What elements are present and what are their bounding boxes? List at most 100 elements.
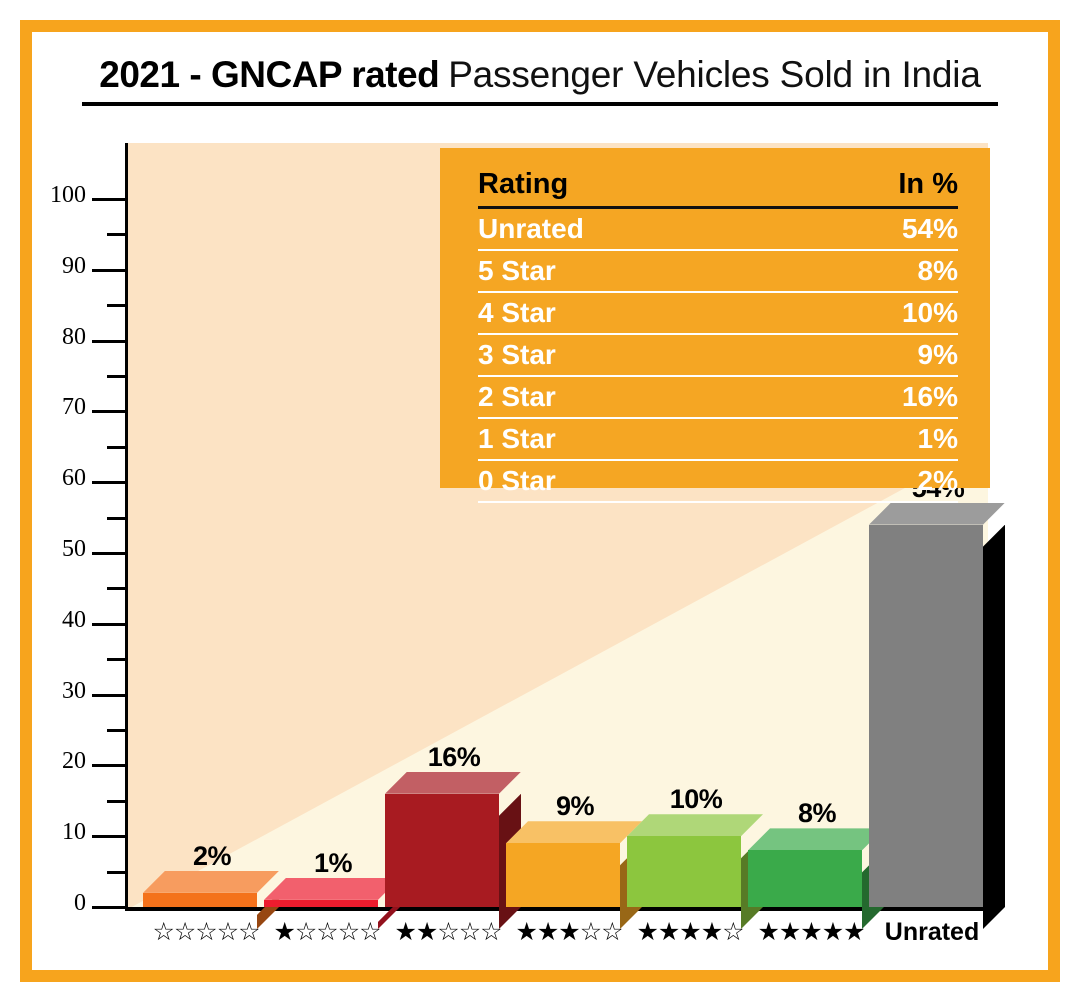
- y-tick-major: [92, 693, 128, 697]
- ratings-table-body: Unrated 54% 5 Star 8% 4 Star 10% 3 Star 9% 2 Sta…: [478, 207, 958, 503]
- bar-3-star: [506, 821, 642, 929]
- x-label-3-star: ★★★☆☆: [496, 919, 642, 944]
- y-tick-major: [92, 339, 128, 343]
- y-tick-major: [92, 198, 128, 201]
- y-tick-major: [92, 481, 128, 485]
- bar-value-label: 2%: [192, 840, 232, 871]
- bar-1-star: [264, 877, 400, 929]
- table-cell-rating: 2 Star: [478, 376, 785, 419]
- bar-front-face: [385, 793, 499, 907]
- bar-2-star: [385, 771, 521, 929]
- table-header-row: Rating In %: [478, 164, 958, 209]
- bar-unrated: [869, 502, 1005, 929]
- ratings-summary-panel: Rating In % Unrated 54% 5 Star 8% 4 Star 10% 3…: [440, 148, 990, 503]
- bar-top-face: [506, 821, 642, 844]
- y-tick-label: 60: [62, 465, 86, 492]
- bar-top-face: [385, 771, 521, 794]
- table-row: 4 Star 10%: [478, 292, 958, 335]
- y-tick-minor: [107, 304, 128, 308]
- y-tick-major: [92, 906, 128, 909]
- star-rating-icon: ☆☆☆☆☆: [152, 917, 260, 946]
- y-tick-minor: [107, 445, 128, 449]
- x-label-5-star: ★★★★★: [738, 919, 884, 944]
- table-cell-percent: 1%: [784, 418, 958, 461]
- bar-front-face: [264, 899, 378, 907]
- y-tick-label: 10: [62, 819, 86, 846]
- bar-front-face: [748, 850, 862, 907]
- table-cell-rating: 1 Star: [478, 418, 785, 461]
- page-title: 2021 - GNCAP rated Passenger Vehicles So…: [92, 44, 988, 106]
- star-rating-icon: ★☆☆☆☆: [273, 917, 381, 946]
- bar-front-face: [869, 524, 983, 907]
- y-tick-major: [92, 764, 128, 768]
- y-tick-minor: [107, 233, 128, 237]
- table-header-percent: In %: [784, 164, 958, 209]
- y-tick-label: 100: [50, 182, 86, 208]
- y-tick-major: [92, 622, 128, 626]
- bar-top-face: [143, 870, 279, 893]
- y-tick-label: 90: [62, 252, 86, 279]
- table-row: 2 Star 16%: [478, 376, 958, 419]
- table-cell-percent: 16%: [784, 376, 958, 419]
- y-tick-minor: [107, 799, 128, 803]
- table-row: 5 Star 8%: [478, 250, 958, 293]
- star-rating-icon: ★★★☆☆: [515, 917, 623, 946]
- bar-4-star: [627, 814, 763, 929]
- bar-5-star: [748, 828, 884, 929]
- title-divider: [82, 102, 998, 106]
- bar-value-label: 10%: [669, 784, 723, 815]
- bar-top-face: [748, 828, 884, 851]
- y-tick-label: 30: [62, 677, 86, 704]
- ratings-table: Rating In % Unrated 54% 5 Star 8% 4 Star 10% 3…: [478, 164, 958, 503]
- bar-value-label: 9%: [555, 791, 595, 822]
- y-tick-major: [92, 410, 128, 414]
- table-cell-percent: 10%: [784, 292, 958, 335]
- y-tick-minor: [107, 658, 128, 662]
- bar-front-face: [627, 836, 741, 907]
- bar-front-face: [143, 892, 257, 907]
- table-cell-rating: 5 Star: [478, 250, 785, 293]
- bar-front-face: [506, 843, 620, 907]
- bar-0-star: [143, 870, 279, 929]
- bar-top-face: [627, 814, 763, 837]
- y-tick-minor: [107, 870, 128, 874]
- x-label-2-star: ★★☆☆☆: [375, 919, 521, 944]
- table-row: 3 Star 9%: [478, 334, 958, 377]
- table-cell-rating: 0 Star: [478, 460, 785, 503]
- y-tick-label: 80: [62, 323, 86, 350]
- bar-side-face: [983, 524, 1005, 929]
- x-axis-baseline: [125, 907, 990, 911]
- table-cell-rating: 3 Star: [478, 334, 785, 377]
- y-tick-minor: [107, 587, 128, 591]
- x-label-0-star: ☆☆☆☆☆: [133, 919, 279, 944]
- table-cell-percent: 2%: [784, 460, 958, 503]
- table-cell-percent: 8%: [784, 250, 958, 293]
- y-tick-label: 0: [74, 890, 86, 916]
- bar-value-label: 16%: [427, 741, 481, 772]
- y-tick-minor: [107, 516, 128, 520]
- table-row: Unrated 54%: [478, 207, 958, 251]
- y-tick-major: [92, 552, 128, 555]
- star-rating-icon: ★★☆☆☆: [394, 917, 502, 946]
- y-tick-label: 20: [62, 748, 86, 775]
- bar-top-face: [264, 877, 400, 900]
- title-bold-part: 2021 - GNCAP rated: [99, 54, 440, 95]
- y-tick-label: 70: [62, 394, 86, 421]
- bar-value-label: 1%: [313, 847, 353, 878]
- y-tick-minor: [107, 729, 128, 732]
- star-rating-icon: ★★★★☆: [636, 917, 744, 946]
- table-cell-percent: 9%: [784, 334, 958, 377]
- star-rating-icon: ★★★★★: [757, 917, 865, 946]
- table-cell-rating: 4 Star: [478, 292, 785, 335]
- y-tick-major: [92, 835, 128, 839]
- x-label-text: Unrated: [884, 918, 980, 946]
- bar-value-label: 8%: [797, 798, 837, 829]
- x-label-unrated: Unrated: [859, 918, 1005, 946]
- bar-top-face: [869, 502, 1005, 525]
- title-light-part: Passenger Vehicles Sold in India: [448, 54, 981, 95]
- y-axis-line: [125, 143, 128, 911]
- x-label-4-star: ★★★★☆: [617, 919, 763, 944]
- y-tick-label: 40: [62, 606, 86, 633]
- table-row: 1 Star 1%: [478, 418, 958, 461]
